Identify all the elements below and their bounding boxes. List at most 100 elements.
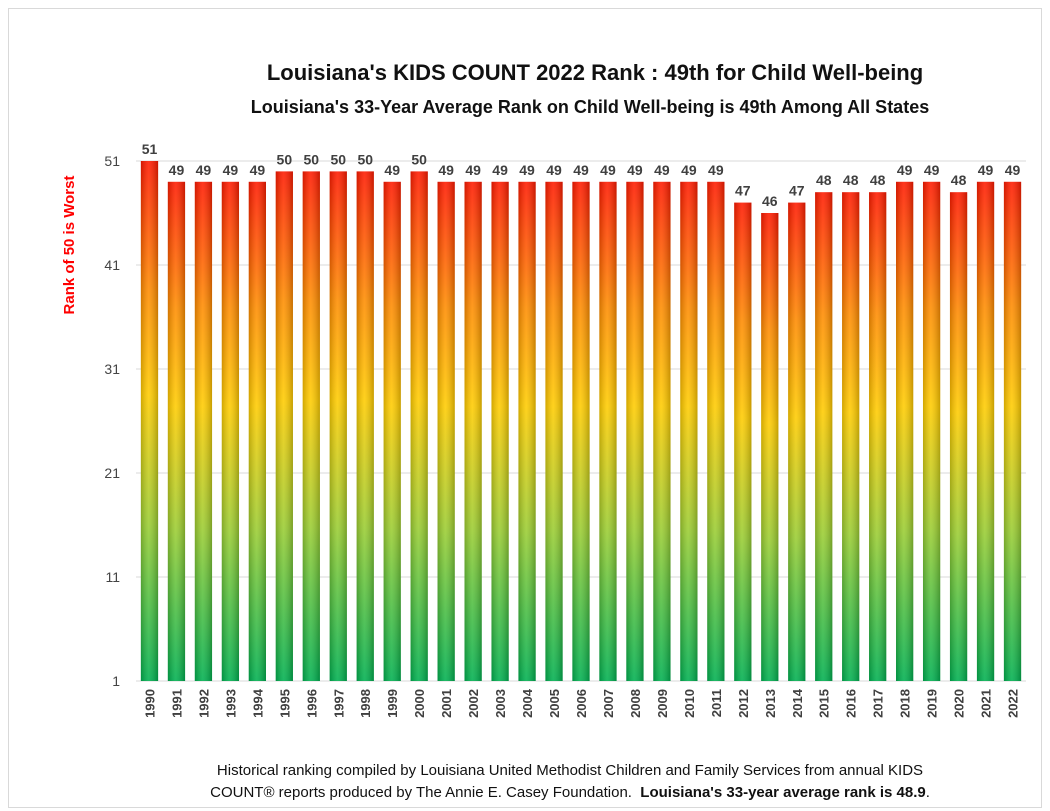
footnote-period: . — [925, 784, 930, 801]
data-label: 49 — [1005, 162, 1021, 178]
data-label: 50 — [304, 151, 320, 167]
bar — [572, 181, 590, 682]
bar — [896, 181, 914, 682]
bar-shade — [761, 213, 779, 681]
bar-shade — [815, 192, 833, 681]
bar — [140, 161, 159, 681]
x-tick-label: 2016 — [844, 689, 859, 718]
bar — [545, 181, 563, 682]
data-label: 49 — [169, 162, 185, 178]
footnote-average-rank: Louisiana's 33-year average rank is 48.9 — [640, 784, 926, 801]
x-tick-label: 2012 — [736, 689, 751, 718]
bar — [869, 192, 887, 681]
y-tick-label: 1 — [112, 673, 120, 689]
footnote-line-1: Historical ranking compiled by Louisiana… — [216, 762, 924, 779]
bar-shade — [221, 181, 240, 682]
data-label: 48 — [816, 172, 832, 188]
y-tick-label: 11 — [105, 569, 120, 585]
bar-shade — [464, 181, 482, 682]
bar-shade — [734, 202, 752, 681]
bar — [437, 181, 455, 682]
bars — [140, 161, 1022, 682]
data-label: 46 — [762, 193, 778, 209]
data-label: 50 — [277, 151, 293, 167]
x-tick-label: 2006 — [574, 689, 589, 718]
y-tick-label: 31 — [104, 361, 120, 377]
bar-shade — [707, 181, 725, 682]
bar-shade — [922, 181, 941, 682]
bar — [734, 202, 752, 681]
y-tick-label: 21 — [104, 465, 120, 481]
bar — [626, 181, 644, 682]
x-tick-label: 2009 — [655, 689, 670, 718]
bar-shade — [572, 181, 590, 682]
data-label: 48 — [843, 172, 859, 188]
x-tick-label: 1996 — [304, 689, 319, 718]
bar — [383, 181, 401, 682]
x-tick-label: 2010 — [682, 689, 697, 718]
x-tick-label: 2020 — [952, 689, 967, 718]
x-tick-label: 2007 — [601, 689, 616, 718]
bar — [302, 171, 320, 681]
data-label: 49 — [600, 162, 616, 178]
bar — [815, 192, 833, 681]
x-tick-label: 1993 — [223, 689, 238, 718]
data-label: 51 — [142, 141, 158, 157]
data-label: 47 — [789, 183, 805, 199]
x-tick-label: 1995 — [277, 689, 292, 718]
bar — [949, 192, 968, 681]
data-label: 47 — [735, 183, 751, 199]
data-label: 49 — [546, 162, 562, 178]
bar-shade — [329, 171, 347, 681]
data-label: 50 — [411, 151, 427, 167]
bar — [1003, 181, 1022, 682]
bar — [464, 181, 482, 682]
bar — [329, 171, 347, 681]
bar-shade — [788, 202, 806, 681]
data-label: 49 — [492, 162, 508, 178]
bar-shade — [869, 192, 887, 681]
bar-shade — [896, 181, 914, 682]
data-label: 49 — [708, 162, 724, 178]
data-label: 50 — [357, 151, 373, 167]
chart-title: Louisiana's KIDS COUNT 2022 Rank : 49th … — [266, 60, 924, 85]
x-tick-label: 2018 — [898, 689, 913, 718]
bar — [518, 181, 536, 682]
bar-shade — [518, 181, 536, 682]
bar-shade — [842, 192, 860, 681]
x-tick-label: 2021 — [979, 689, 994, 718]
data-label: 49 — [978, 162, 994, 178]
x-tick-label: 1992 — [196, 689, 211, 718]
footnote-line-2: COUNT® reports produced by The Annie E. … — [120, 782, 1020, 804]
x-tick-label: 2013 — [763, 689, 778, 718]
bar — [707, 181, 725, 682]
bar — [275, 171, 293, 681]
bar — [356, 171, 374, 681]
bar-shade — [275, 171, 293, 681]
x-tick-label: 2005 — [547, 689, 562, 718]
data-label: 48 — [870, 172, 886, 188]
bar — [410, 171, 428, 681]
data-label: 49 — [654, 162, 670, 178]
bar-shade — [680, 181, 698, 682]
bar — [221, 181, 240, 682]
bar — [491, 181, 509, 682]
y-tick-label: 51 — [104, 153, 120, 169]
x-tick-label: 1997 — [331, 689, 346, 718]
bar-shade — [545, 181, 563, 682]
bar — [167, 181, 186, 682]
x-tick-label: 1998 — [358, 689, 373, 718]
data-label: 49 — [250, 162, 266, 178]
x-tick-label: 2011 — [709, 689, 724, 717]
x-tick-label: 1991 — [169, 689, 184, 718]
bar-shade — [1003, 181, 1022, 682]
data-label: 49 — [627, 162, 643, 178]
x-tick-label: 1994 — [250, 688, 265, 718]
bar — [599, 181, 617, 682]
bar — [248, 181, 266, 682]
data-label: 49 — [384, 162, 400, 178]
data-label: 49 — [438, 162, 454, 178]
bar — [680, 181, 698, 682]
bar-shade — [626, 181, 644, 682]
